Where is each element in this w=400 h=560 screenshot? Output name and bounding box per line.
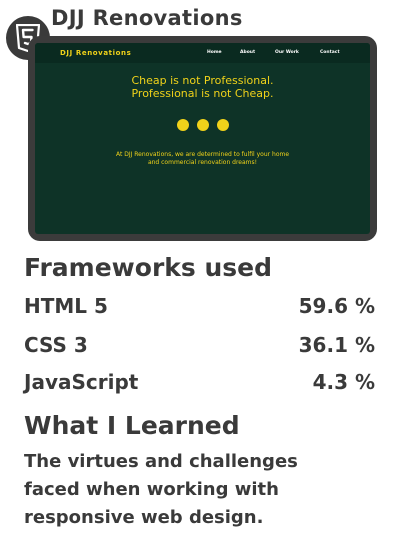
learned-line-1: The virtues and challenges	[24, 451, 298, 472]
preview-nav-contact: Contact	[320, 50, 340, 55]
preview-navbar	[35, 43, 370, 63]
framework-percent: 4.3 %	[312, 370, 375, 394]
learned-heading: What I Learned	[24, 411, 240, 440]
framework-percent: 36.1 %	[298, 333, 375, 357]
preview-nav-home: Home	[207, 50, 222, 55]
learned-line-3: responsive web design.	[24, 507, 264, 528]
preview-hero-line-1: Cheap is not Professional.	[131, 74, 274, 87]
preview-dot	[216, 119, 229, 131]
preview-nav-our-work: Our Work	[275, 50, 299, 55]
preview-dot	[196, 119, 209, 131]
learned-description: The virtues and challenges faced when wo…	[24, 448, 364, 532]
preview-tagline-line-2: and commercial renovation dreams!	[147, 159, 258, 166]
framework-name: CSS 3	[24, 333, 88, 357]
preview-tagline-line-1: At DJJ Renovations, we are determined to…	[115, 151, 290, 158]
framework-name: HTML 5	[24, 294, 108, 318]
preview-hero-line-2: Professional is not Cheap.	[131, 87, 274, 100]
learned-line-2: faced when working with	[24, 479, 279, 500]
framework-row: HTML 5 59.6 %	[24, 294, 375, 320]
frameworks-heading: Frameworks used	[24, 253, 273, 282]
project-title: DJJ Renovations	[51, 6, 243, 30]
framework-percent: 59.6 %	[298, 294, 375, 318]
framework-row: JavaScript 4.3 %	[24, 370, 375, 396]
preview-dots	[35, 119, 370, 131]
framework-row: CSS 3 36.1 %	[24, 333, 375, 359]
framework-name: JavaScript	[24, 370, 139, 394]
preview-brand: DJJ Renovations	[60, 49, 132, 57]
laptop-preview[interactable]: DJJ Renovations Home About Our Work Cont…	[28, 36, 377, 241]
preview-nav-about: About	[240, 50, 256, 55]
preview-dot	[176, 119, 189, 131]
website-preview-screen: DJJ Renovations Home About Our Work Cont…	[35, 43, 370, 234]
